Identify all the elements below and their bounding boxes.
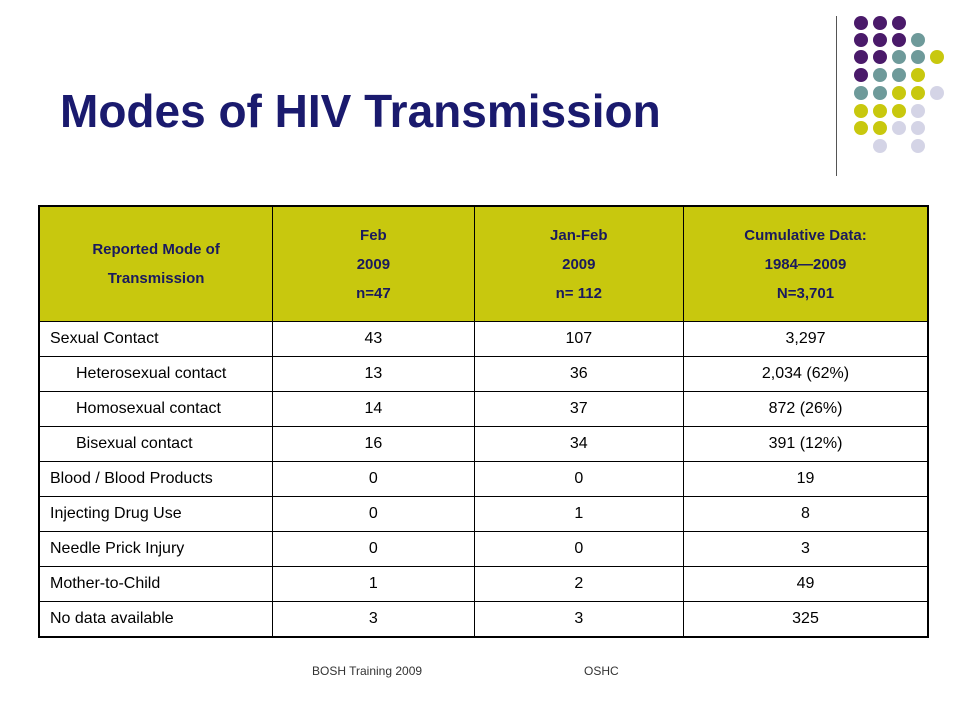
cell-cumulative: 391 (12%) [683, 426, 929, 462]
dot-icon [873, 16, 887, 30]
decorative-divider [836, 16, 837, 176]
row-label: Injecting Drug Use [38, 496, 274, 532]
footer-right-text: OSHC [584, 664, 619, 678]
cell-feb: 16 [272, 426, 475, 462]
cell-cumulative: 2,034 (62%) [683, 356, 929, 392]
dot-icon [873, 104, 887, 118]
cell-janfeb: 3 [473, 601, 685, 638]
header-line: Reported Mode of [92, 241, 220, 258]
dot-icon [854, 50, 868, 64]
transmission-table: Reported Mode of Transmission Feb 2009 n… [38, 205, 929, 638]
dot-icon [873, 50, 887, 64]
table-row: Mother-to-Child 1 2 49 [38, 566, 929, 602]
dot-icon [892, 86, 906, 100]
dot-icon [892, 104, 906, 118]
dot-icon [930, 50, 944, 64]
header-line: N=3,701 [776, 284, 835, 302]
dot-icon [892, 68, 906, 82]
cell-feb: 13 [272, 356, 475, 392]
row-label: Needle Prick Injury [38, 531, 274, 567]
cell-janfeb: 2 [473, 566, 685, 602]
cell-cumulative: 3,297 [683, 321, 929, 357]
dot-icon [873, 121, 887, 135]
dot-icon [854, 104, 868, 118]
dot-icon [911, 139, 925, 153]
dot-icon [911, 50, 925, 64]
dot-icon [873, 139, 887, 153]
header-line: 2009 [356, 255, 391, 273]
cell-feb: 1 [272, 566, 475, 602]
header-janfeb: Jan-Feb 2009 n= 112 [473, 205, 685, 322]
header-line: 1984—2009 [764, 255, 847, 273]
row-label: Bisexual contact [38, 426, 274, 462]
cell-feb: 3 [272, 601, 475, 638]
slide-title: Modes of HIV Transmission [60, 85, 661, 137]
cell-cumulative: 49 [683, 566, 929, 602]
header-mode: Reported Mode of Transmission [38, 205, 274, 322]
cell-cumulative: 872 (26%) [683, 391, 929, 427]
dot-icon [911, 33, 925, 47]
table-row: Homosexual contact 14 37 872 (26%) [38, 391, 929, 427]
row-label: Blood / Blood Products [38, 461, 274, 497]
cell-janfeb: 37 [473, 391, 685, 427]
dot-icon [892, 50, 906, 64]
dot-icon [873, 68, 887, 82]
header-line: n= 112 [555, 284, 602, 302]
cell-janfeb: 1 [473, 496, 685, 532]
table-row: Needle Prick Injury 0 0 3 [38, 531, 929, 567]
table-row: Injecting Drug Use 0 1 8 [38, 496, 929, 532]
table-row: No data available 3 3 325 [38, 601, 929, 638]
row-label: Homosexual contact [38, 391, 274, 427]
dot-icon [892, 121, 906, 135]
header-line: 2009 [562, 255, 596, 273]
dot-icon [911, 121, 925, 135]
dot-icon [930, 86, 944, 100]
dot-icon [854, 16, 868, 30]
header-line: Feb [360, 226, 387, 244]
table-row: Blood / Blood Products 0 0 19 [38, 461, 929, 497]
dot-icon [854, 121, 868, 135]
cell-cumulative: 325 [683, 601, 929, 638]
dot-icon [892, 33, 906, 47]
row-label: Heterosexual contact [38, 356, 274, 392]
table-header-row: Reported Mode of Transmission Feb 2009 n… [38, 205, 929, 322]
cell-janfeb: 0 [473, 461, 685, 497]
cell-janfeb: 0 [473, 531, 685, 567]
dot-icon [911, 68, 925, 82]
dot-icon [873, 86, 887, 100]
cell-cumulative: 19 [683, 461, 929, 497]
cell-feb: 0 [272, 461, 475, 497]
cell-cumulative: 3 [683, 531, 929, 567]
cell-feb: 14 [272, 391, 475, 427]
dot-icon [854, 86, 868, 100]
header-line: n=47 [356, 284, 391, 302]
header-line: Cumulative Data: [744, 226, 867, 244]
dot-icon [854, 33, 868, 47]
header-line: Transmission [107, 270, 205, 287]
cell-janfeb: 36 [473, 356, 685, 392]
row-label: Sexual Contact [38, 321, 274, 357]
cell-feb: 0 [272, 531, 475, 567]
header-cumulative: Cumulative Data: 1984—2009 N=3,701 [683, 205, 929, 322]
table-row: Heterosexual contact 13 36 2,034 (62%) [38, 356, 929, 392]
header-line: Jan-Feb [550, 226, 608, 244]
dot-icon [911, 104, 925, 118]
dot-icon [911, 86, 925, 100]
cell-cumulative: 8 [683, 496, 929, 532]
cell-janfeb: 107 [473, 321, 685, 357]
footer-left-text: BOSH Training 2009 [312, 664, 423, 678]
cell-feb: 43 [272, 321, 475, 357]
dot-icon [854, 68, 868, 82]
header-feb: Feb 2009 n=47 [272, 205, 475, 322]
cell-janfeb: 34 [473, 426, 685, 462]
table-row: Sexual Contact 43 107 3,297 [38, 321, 929, 357]
table-row: Bisexual contact 16 34 391 (12%) [38, 426, 929, 462]
dot-icon [892, 16, 906, 30]
row-label: Mother-to-Child [38, 566, 274, 602]
cell-feb: 0 [272, 496, 475, 532]
dot-icon [873, 33, 887, 47]
row-label: No data available [38, 601, 274, 638]
